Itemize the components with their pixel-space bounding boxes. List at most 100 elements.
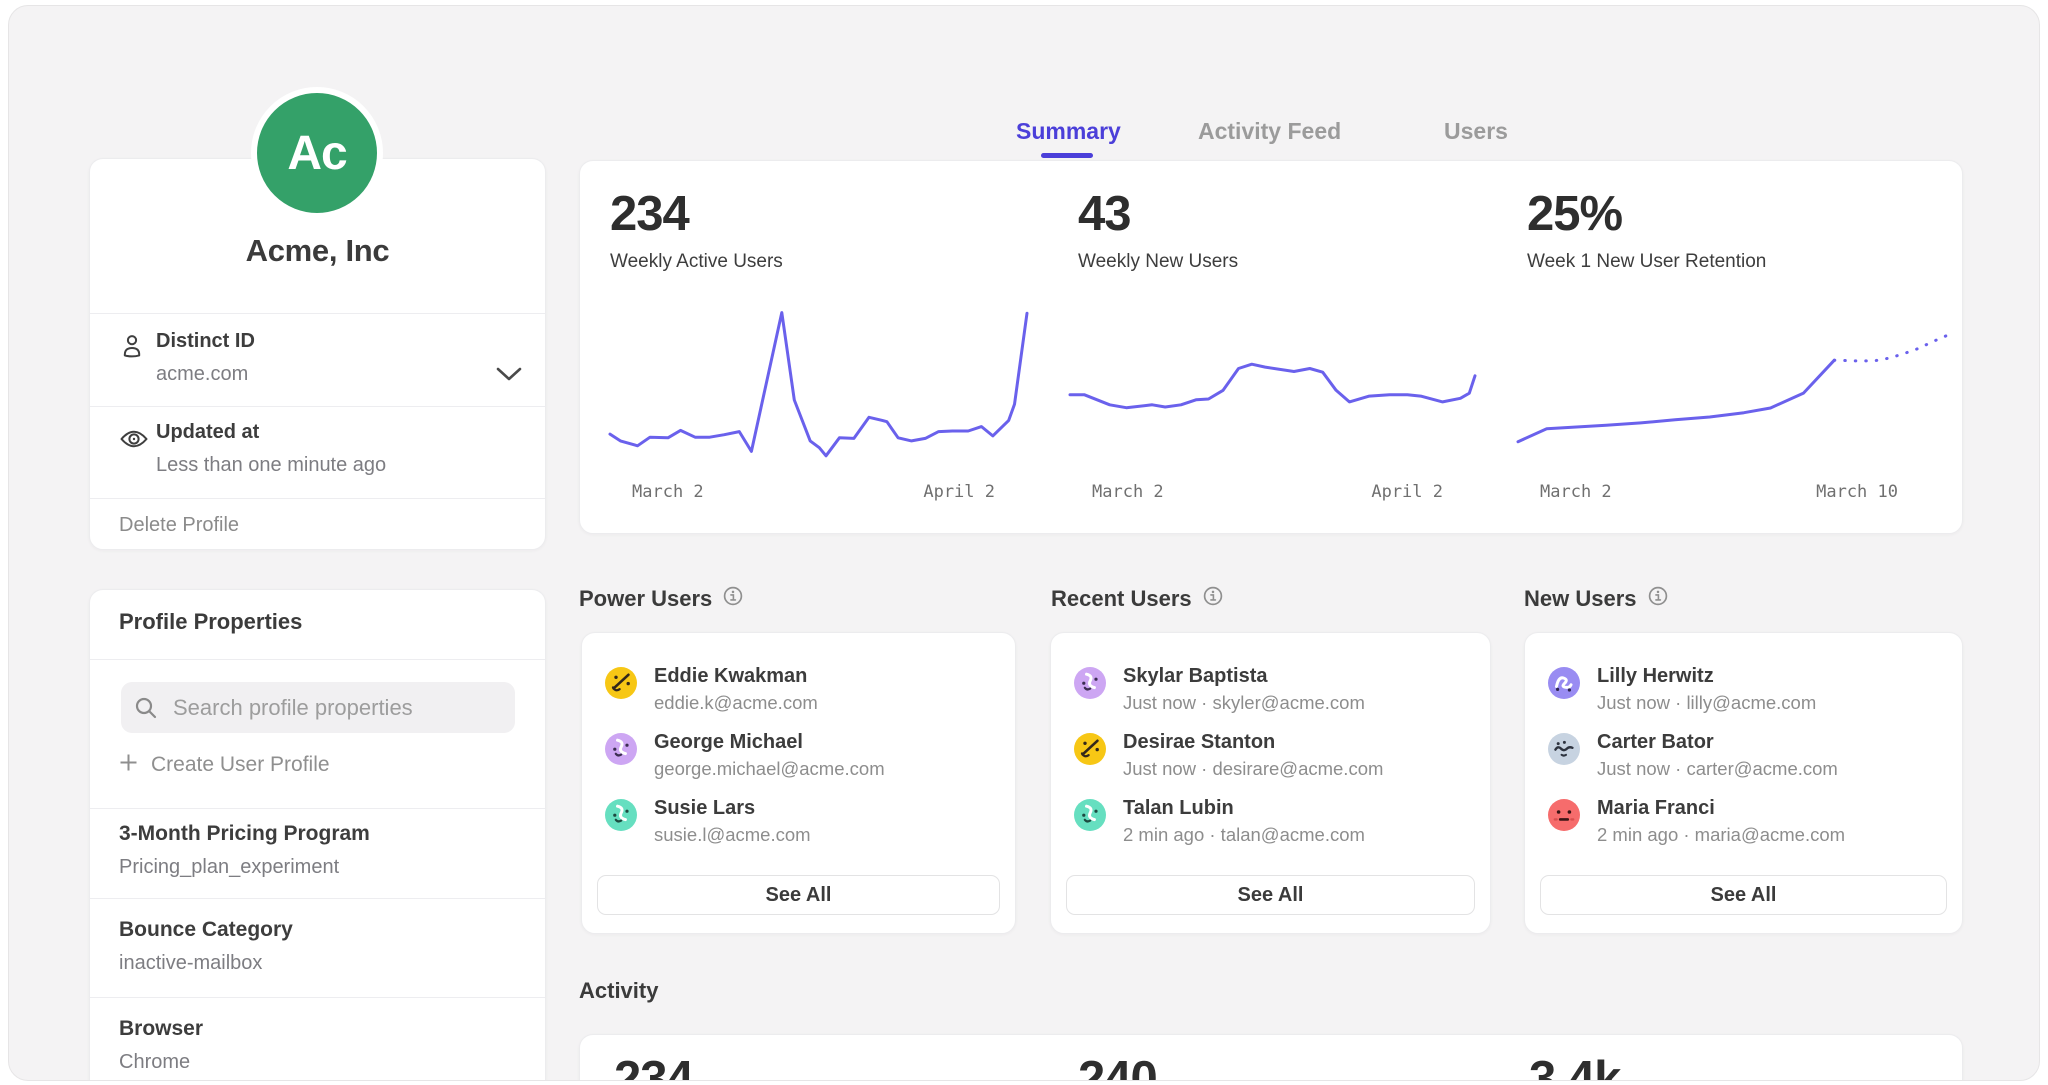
eye-icon: [119, 427, 149, 456]
divider: [90, 659, 545, 660]
activity-stat-value: 3.4k: [1529, 1052, 1621, 1081]
metric-week1-retention: 25% Week 1 New User Retention March 2 Ma…: [1516, 161, 1948, 533]
distinct-id-value[interactable]: acme.com: [156, 363, 249, 385]
user-name: George Michael: [654, 731, 803, 753]
user-avatar: [605, 733, 637, 765]
search-input[interactable]: [121, 682, 515, 733]
metric-weekly-active-users: 234 Weekly Active Users March 2 April 2: [608, 161, 1029, 533]
activity-card: 234 240 3.4k: [579, 1034, 1963, 1081]
user-row[interactable]: Carter Bator Just now · carter@acme.com: [1548, 727, 1939, 783]
info-icon[interactable]: [1648, 586, 1668, 612]
metric-value: 234: [610, 187, 690, 241]
see-all-button[interactable]: See All: [1540, 875, 1947, 915]
x-axis-label-start: March 2: [632, 482, 704, 502]
active-tab-underline: [1041, 153, 1093, 158]
new-users-card: Lilly Herwitz Just now · lilly@acme.com …: [1524, 632, 1963, 934]
x-axis-label-end: March 10: [1816, 482, 1898, 502]
distinct-id-label: Distinct ID: [156, 330, 255, 352]
activity-stat-value: 240: [1078, 1052, 1158, 1081]
user-detail: 2 min ago · maria@acme.com: [1597, 824, 1846, 845]
updated-at-value: Less than one minute ago: [156, 454, 387, 476]
weekly-active-users-chart: [608, 311, 1029, 458]
company-avatar-initials: Ac: [287, 126, 347, 180]
user-row[interactable]: Eddie Kwakman eddie.k@acme.com: [605, 661, 992, 717]
new-users-heading: New Users: [1524, 586, 1668, 612]
profile-page: Ac Acme, Inc Distinct ID acme.com Updat: [8, 5, 2040, 1081]
metric-value: 43: [1078, 187, 1132, 241]
profile-properties-card: Profile Properties Create User Profile 3…: [89, 589, 546, 1080]
x-axis-label-end: April 2: [923, 482, 995, 502]
recent-users-heading: Recent Users: [1051, 586, 1223, 612]
user-row[interactable]: Talan Lubin 2 min ago · talan@acme.com: [1074, 793, 1467, 849]
person-icon: [119, 332, 145, 365]
user-avatar: [605, 799, 637, 831]
create-user-profile-label: Create User Profile: [151, 753, 330, 776]
user-row[interactable]: Susie Lars susie.l@acme.com: [605, 793, 992, 849]
divider: [90, 498, 545, 499]
property-value: Pricing_plan_experiment: [119, 856, 340, 878]
user-detail: eddie.k@acme.com: [654, 692, 818, 713]
power-users-heading: Power Users: [579, 586, 743, 612]
user-row[interactable]: Maria Franci 2 min ago · maria@acme.com: [1548, 793, 1939, 849]
user-detail: susie.l@acme.com: [654, 824, 811, 845]
recent-users-title: Recent Users: [1051, 586, 1192, 611]
see-all-button[interactable]: See All: [1066, 875, 1475, 915]
user-avatar: [1074, 667, 1106, 699]
user-avatar: [1548, 667, 1580, 699]
user-row[interactable]: George Michael george.michael@acme.com: [605, 727, 992, 783]
week1-retention-chart: [1516, 312, 1948, 457]
updated-at-label: Updated at: [156, 421, 260, 443]
user-name: Desirae Stanton: [1123, 731, 1276, 753]
user-name: Maria Franci: [1597, 797, 1715, 819]
profile-properties-title: Profile Properties: [119, 609, 303, 634]
x-axis-label-end: April 2: [1371, 482, 1443, 502]
info-icon[interactable]: [723, 586, 743, 612]
user-detail: Just now · skyler@acme.com: [1123, 692, 1365, 713]
property-value: Chrome: [119, 1051, 191, 1073]
user-detail: Just now · desirare@acme.com: [1123, 758, 1384, 779]
user-detail: Just now · lilly@acme.com: [1597, 692, 1817, 713]
see-all-button[interactable]: See All: [597, 875, 1000, 915]
user-avatar: [1074, 733, 1106, 765]
user-avatar: [1548, 733, 1580, 765]
user-row[interactable]: Skylar Baptista Just now · skyler@acme.c…: [1074, 661, 1467, 717]
activity-heading: Activity: [579, 978, 659, 1003]
user-row[interactable]: Desirae Stanton Just now · desirare@acme…: [1074, 727, 1467, 783]
property-label: Browser: [119, 1017, 204, 1040]
user-detail: Just now · carter@acme.com: [1597, 758, 1838, 779]
user-avatar: [1074, 799, 1106, 831]
property-label: Bounce Category: [119, 918, 293, 941]
delete-profile-button[interactable]: Delete Profile: [119, 514, 240, 536]
tab-users[interactable]: Users: [1444, 118, 1508, 144]
activity-stat-value: 234: [614, 1052, 694, 1081]
create-user-profile-button[interactable]: Create User Profile: [119, 750, 330, 780]
metric-weekly-new-users: 43 Weekly New Users March 2 April 2: [1068, 161, 1477, 533]
user-detail: george.michael@acme.com: [654, 758, 885, 779]
tab-summary[interactable]: Summary: [1016, 118, 1121, 144]
metric-value: 25%: [1527, 187, 1623, 241]
divider: [90, 898, 545, 899]
new-users-title: New Users: [1524, 586, 1637, 611]
divider: [90, 997, 545, 998]
property-value: inactive-mailbox: [119, 952, 263, 974]
divider: [90, 313, 545, 314]
x-axis-labels: March 2 April 2: [1070, 482, 1475, 502]
user-row[interactable]: Lilly Herwitz Just now · lilly@acme.com: [1548, 661, 1939, 717]
metric-label: Week 1 New User Retention: [1527, 251, 1767, 272]
chevron-down-icon[interactable]: [495, 365, 523, 383]
user-detail: 2 min ago · talan@acme.com: [1123, 824, 1365, 845]
company-profile-card: Acme, Inc Distinct ID acme.com Updated a…: [89, 158, 546, 550]
user-name: Talan Lubin: [1123, 797, 1234, 819]
metric-label: Weekly Active Users: [610, 251, 783, 272]
weekly-new-users-chart: [1068, 312, 1477, 457]
company-name: Acme, Inc: [245, 233, 390, 268]
user-avatar: [605, 667, 637, 699]
user-name: Carter Bator: [1597, 731, 1714, 753]
user-name: Eddie Kwakman: [654, 665, 808, 687]
tab-activity-feed[interactable]: Activity Feed: [1198, 118, 1342, 144]
user-name: Susie Lars: [654, 797, 756, 819]
power-users-card: Eddie Kwakman eddie.k@acme.com George Mi…: [581, 632, 1016, 934]
info-icon[interactable]: [1203, 586, 1223, 612]
user-name: Skylar Baptista: [1123, 665, 1268, 687]
x-axis-label-start: March 2: [1540, 482, 1612, 502]
